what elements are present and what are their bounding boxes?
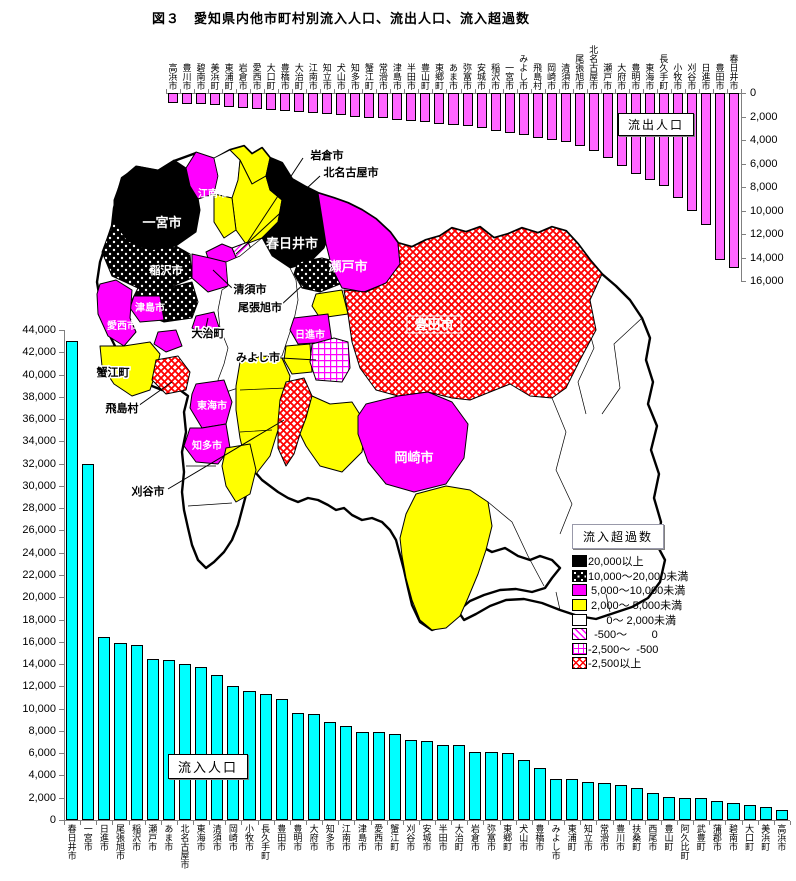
region-aisai	[96, 279, 137, 347]
map-label-kiyosu: 清須市	[234, 282, 267, 296]
inflow-chart-title: 流入人口	[168, 754, 249, 779]
region-inazawa	[101, 221, 193, 289]
legend-swatch-grid	[572, 642, 587, 655]
map-label-kitanagoya: 北名古屋市	[324, 165, 379, 179]
legend-swatch-white	[572, 613, 587, 626]
legend-label: 0～ 2,000未満	[588, 614, 677, 627]
region-iwakura	[213, 193, 237, 239]
region-nagakute	[311, 289, 349, 319]
region-anjo	[299, 395, 367, 473]
figure-title: 図３ 愛知県内他市町村別流入人口、流出人口、流入超過数	[152, 11, 531, 26]
region-kasugai	[261, 157, 333, 269]
map-label-ichinomiya: 一宮市	[142, 215, 181, 230]
map-label-owariasahi: 尾張旭市	[237, 300, 282, 314]
net-inflow-legend: 流入超過数 20,000以上 10,000～20,000未満 5,000～10,0…	[572, 524, 688, 671]
legend-swatch-yellow	[572, 599, 587, 612]
legend-title: 流入超過数	[572, 524, 665, 549]
map-label-kasugai: 春日井市	[265, 236, 318, 251]
map-label-konan: 江南市	[198, 187, 228, 200]
legend-rows: 20,000以上 10,000～20,000未満 5,000～10,000未満 2…	[572, 554, 688, 671]
legend-swatch-dots	[572, 569, 587, 582]
region-handa	[221, 443, 257, 503]
legend-label: 20,000以上	[588, 556, 644, 569]
region-miyoshi	[309, 337, 351, 383]
legend-label: 2,000～ 5,000未満	[588, 600, 683, 613]
region-oharu	[191, 311, 221, 335]
map-label-toyota: 豊田市	[414, 317, 453, 332]
outflow-chart-title: 流出人口	[618, 113, 695, 136]
map-label-chita: 知多市	[191, 439, 222, 452]
map-label-seto: 瀬戸市	[328, 259, 367, 274]
legend-label: 5,000～10,000未満	[588, 585, 686, 598]
legend-swatch-black	[572, 555, 587, 568]
toyota-label-box	[406, 315, 462, 334]
map-label-oharu: 大治町	[192, 326, 225, 340]
region-okazaki	[357, 391, 469, 493]
legend-label: -500～ 0	[588, 629, 658, 642]
legend-item: 5,000～10,000未満	[572, 583, 688, 598]
legend-item: 0～ 2,000未満	[572, 612, 688, 627]
legend-item: 10,000～20,000未満	[572, 569, 688, 584]
map-label-kariya: 刈谷市	[132, 484, 165, 498]
legend-item: -2,500～ -500	[572, 642, 688, 657]
legend-swatch-redcross	[572, 657, 587, 670]
legend-label: 10,000～20,000未満	[588, 570, 689, 583]
map-label-tsushima: 津島市	[135, 301, 165, 314]
map-label-nisshin: 日進市	[295, 328, 325, 341]
legend-label: -2,500以上	[588, 658, 642, 671]
map-label-tobishima: 飛島村	[105, 401, 139, 415]
map-label-iwakura: 岩倉市	[310, 148, 344, 162]
leader-lines	[137, 157, 321, 490]
legend-item: 20,000以上	[572, 554, 688, 569]
region-kariya	[277, 377, 313, 467]
map-label-okazaki: 岡崎市	[394, 450, 433, 465]
legend-item: -2,500以上	[572, 656, 688, 671]
map-label-tokai: 東海市	[197, 399, 227, 412]
legend-item: -500～ 0	[572, 627, 688, 642]
legend-label: -2,500～ -500	[588, 643, 659, 656]
map-label-kanie: 蟹江町	[96, 365, 130, 379]
map-label-inazawa: 稲沢市	[150, 263, 183, 277]
region-nishio	[399, 485, 493, 631]
map-label-aisai: 愛西市	[107, 319, 137, 332]
map-label-miyoshi: みよし市	[236, 350, 280, 364]
legend-swatch-magenta	[572, 584, 587, 597]
region-kanie	[153, 329, 183, 353]
legend-item: 2,000～ 5,000未満	[572, 598, 688, 613]
region-tobishima	[151, 355, 191, 395]
legend-swatch-diag	[572, 628, 587, 641]
region-owariasahi	[293, 257, 341, 293]
